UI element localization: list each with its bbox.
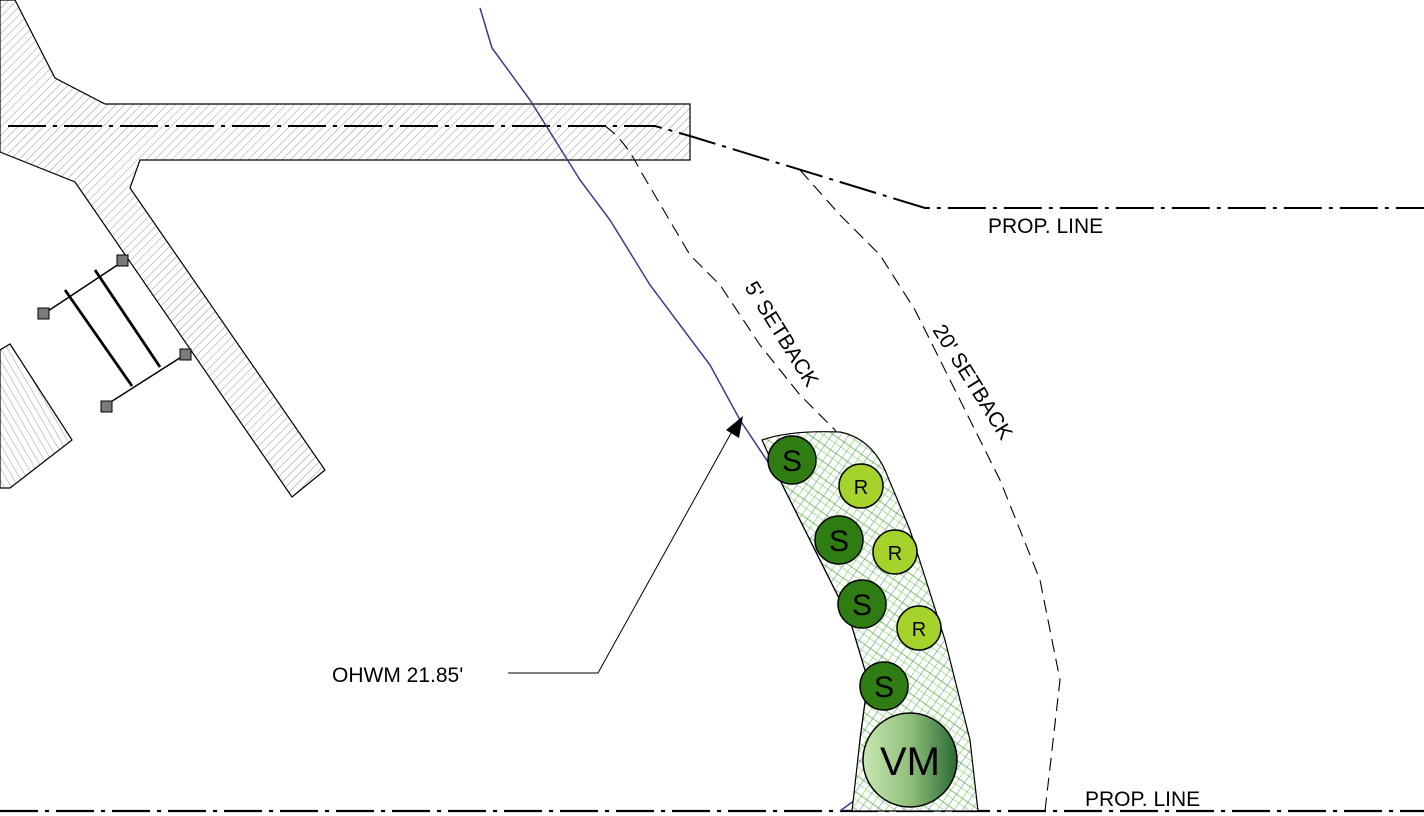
- rush-3: R: [896, 605, 942, 651]
- dock-fragment: [0, 343, 73, 489]
- prop-line-bottom-label: PROP. LINE: [1085, 788, 1200, 811]
- property-line-top: [8, 125, 1424, 209]
- setback-5-label: 5' SETBACK: [740, 277, 823, 391]
- shrub-2: S: [814, 515, 864, 565]
- shrub-3: S: [837, 579, 887, 629]
- rush-3-label: R: [912, 619, 926, 641]
- ohwm-arrowhead: [726, 416, 743, 438]
- boat-lift: [37, 254, 192, 413]
- tree-vm-label: VM: [880, 740, 940, 784]
- rush-1-label: R: [854, 477, 868, 499]
- rush-1: R: [838, 463, 884, 509]
- ohwm-label: OHWM 21.85': [332, 664, 463, 687]
- shrub-4: S: [859, 661, 909, 711]
- shrub-3-label: S: [852, 589, 872, 622]
- setback-20-line: [799, 169, 1061, 812]
- shrub-4-label: S: [874, 671, 894, 704]
- rush-2-label: R: [888, 543, 902, 565]
- shrub-2-label: S: [829, 525, 849, 558]
- prop-line-top-label: PROP. LINE: [988, 215, 1103, 238]
- tree-vm: VM: [862, 712, 958, 808]
- shrub-1: S: [767, 435, 817, 485]
- rush-2: R: [872, 529, 918, 575]
- ohwm-leader: [508, 425, 736, 674]
- shrub-1-label: S: [782, 445, 802, 478]
- dock-walkway: [0, 0, 691, 498]
